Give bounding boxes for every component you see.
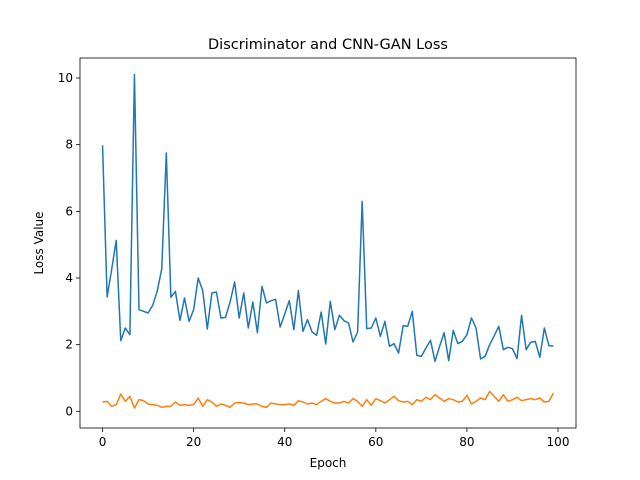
chart-title: Discriminator and CNN-GAN Loss — [208, 37, 448, 53]
x-tick-label: 0 — [99, 435, 107, 449]
series-line-2 — [102, 390, 555, 409]
y-axis-label: Loss Value — [32, 211, 46, 274]
x-axis-ticks: 0 20 40 60 80 100 — [99, 428, 570, 449]
series-layer — [101, 73, 555, 409]
x-tick-label: 100 — [547, 435, 570, 449]
y-tick-label: 2 — [65, 338, 73, 352]
series-line-1 — [101, 73, 554, 363]
x-tick-label: 80 — [459, 435, 474, 449]
y-tick-label: 4 — [65, 271, 73, 285]
y-tick-label: 6 — [65, 204, 73, 218]
y-axis-ticks: 0 2 4 6 8 10 — [58, 71, 80, 418]
x-tick-label: 20 — [186, 435, 201, 449]
y-tick-label: 0 — [65, 404, 73, 418]
plot-area — [80, 58, 576, 428]
y-tick-label: 8 — [65, 138, 73, 152]
y-tick-label: 10 — [58, 71, 73, 85]
x-axis-label: Epoch — [310, 456, 347, 470]
x-tick-label: 40 — [277, 435, 292, 449]
axes-frame — [79, 57, 577, 429]
x-tick-label: 60 — [368, 435, 383, 449]
